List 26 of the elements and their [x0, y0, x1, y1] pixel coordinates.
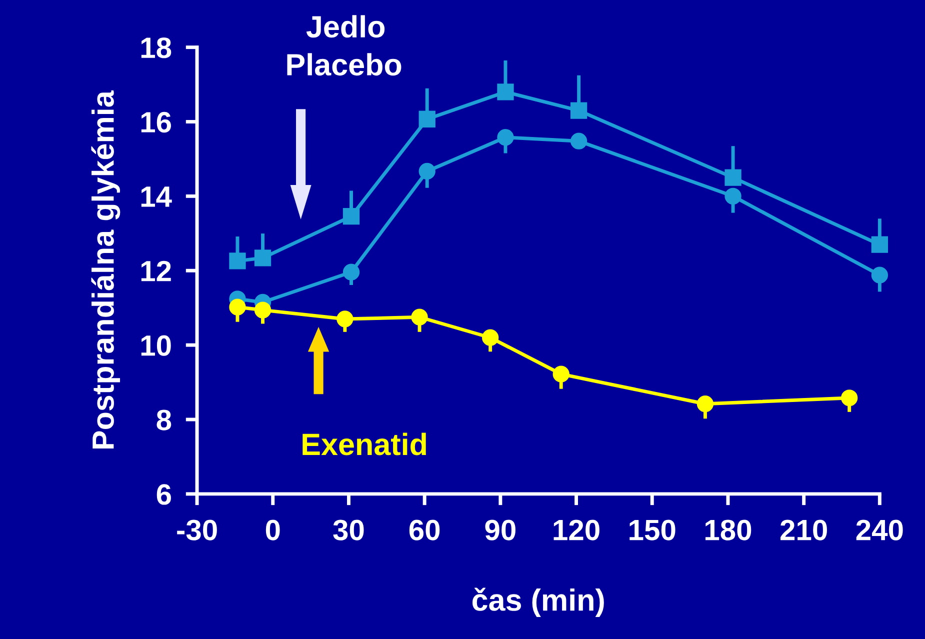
x-tick-label: 0: [266, 520, 280, 540]
point: [497, 84, 514, 100]
y-tick-label: 8: [156, 410, 172, 430]
y-tick-label: 10: [141, 335, 171, 356]
y-tick-label: 16: [141, 112, 171, 133]
x-tick-label: 150: [630, 520, 676, 540]
x-tick-label: 60: [409, 520, 440, 540]
x-tick-label: 120: [554, 520, 600, 540]
x-tick-label: -30: [177, 520, 217, 540]
y-axis-title: Postprandiálna glykémia: [91, 90, 120, 449]
text: Jedlo: [306, 15, 385, 38]
x-tick-label: 240: [856, 520, 903, 540]
y-tick-label: 12: [141, 260, 171, 282]
x-tick-label: 30: [333, 520, 364, 540]
point: [724, 169, 742, 186]
y-tick-label: 14: [141, 186, 172, 207]
x-tick-label: 210: [780, 520, 827, 540]
x-tick-label: 90: [485, 520, 516, 540]
x-axis-title: čas (min): [472, 588, 604, 617]
y-tick-label: 18: [141, 37, 172, 58]
x-tick-label: 180: [705, 520, 752, 540]
point: [570, 132, 588, 150]
y-tick-label: 6: [156, 484, 171, 505]
point: [229, 252, 246, 270]
annotation: Placebo: [287, 53, 402, 76]
annotation: Exenatid: [302, 432, 426, 456]
